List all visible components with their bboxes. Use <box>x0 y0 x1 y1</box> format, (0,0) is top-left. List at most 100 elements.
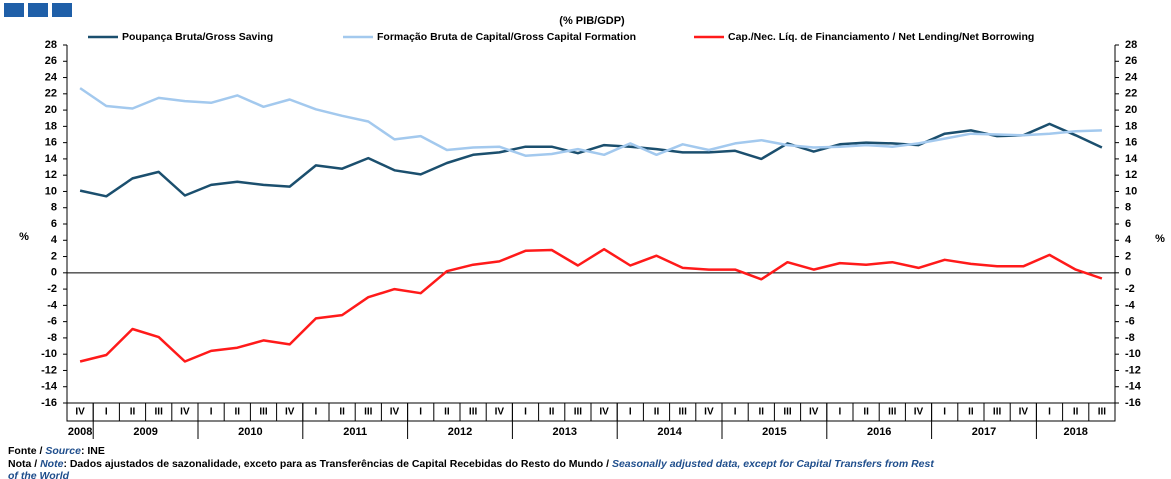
x-tick-label: III <box>783 407 792 418</box>
y-tick-label: -10 <box>41 348 57 360</box>
legend-label: Formação Bruta de Capital/Gross Capital … <box>377 31 636 43</box>
x-tick-label: I <box>105 407 108 418</box>
year-label: 2011 <box>343 426 367 438</box>
x-tick-label: I <box>524 407 527 418</box>
x-tick-label: III <box>888 407 897 418</box>
y2-tick-label: -2 <box>1125 283 1135 295</box>
y2-tick-label: 8 <box>1125 202 1131 214</box>
y2-tick-label: 20 <box>1125 104 1137 116</box>
series-line <box>79 87 1102 157</box>
x-tick-label: III <box>259 407 268 418</box>
year-label: 2009 <box>133 426 157 438</box>
y2-tick-label: 26 <box>1125 55 1137 67</box>
x-tick-label: III <box>679 407 688 418</box>
x-tick-label: IV <box>390 407 400 418</box>
x-tick-label: III <box>1098 407 1107 418</box>
series-line <box>79 122 1103 198</box>
x-tick-label: III <box>364 407 373 418</box>
y2-tick-label: 24 <box>1125 71 1138 83</box>
footer-note: Nota / Note: Dados ajustados de sazonali… <box>8 458 934 470</box>
year-label: 2008 <box>68 426 92 438</box>
x-tick-label: I <box>1048 407 1051 418</box>
y2-tick-label: 2 <box>1125 250 1131 262</box>
y-tick-label: -6 <box>47 316 57 328</box>
y-tick-label: 24 <box>45 71 58 83</box>
year-label: 2017 <box>972 426 996 438</box>
x-tick-label: IV <box>704 407 714 418</box>
note-pt: : Dados ajustados de sazonalidade, excet… <box>63 458 609 470</box>
year-label: 2014 <box>657 426 682 438</box>
x-tick-label: III <box>993 407 1002 418</box>
y-tick-label: 0 <box>51 267 57 279</box>
note-label: Nota / <box>8 458 37 470</box>
x-tick-label: I <box>315 407 318 418</box>
note-label-en: Note <box>40 458 63 470</box>
y2-tick-label: -6 <box>1125 316 1135 328</box>
source: : INE <box>81 445 105 457</box>
x-tick-label: II <box>654 407 660 418</box>
y-tick-label: 20 <box>45 104 57 116</box>
x-tick-label: IV <box>495 407 505 418</box>
year-label: 2016 <box>867 426 891 438</box>
y-tick-label: -8 <box>47 332 57 344</box>
x-tick-label: II <box>235 407 241 418</box>
y-tick-label: 2 <box>51 250 57 262</box>
y-tick-label: 6 <box>51 218 57 230</box>
x-tick-label: IV <box>1019 407 1029 418</box>
logo-block <box>28 3 48 17</box>
x-tick-label: III <box>155 407 164 418</box>
logo-block <box>4 3 24 17</box>
series-line <box>79 247 1103 363</box>
year-label: 2015 <box>762 426 786 438</box>
x-tick-label: II <box>968 407 974 418</box>
y2-tick-label: 22 <box>1125 88 1137 100</box>
y-tick-label: -4 <box>47 299 58 311</box>
x-tick-label: IV <box>180 407 190 418</box>
legend-label: Cap./Nec. Líq. de Financiamento / Net Le… <box>728 31 1034 43</box>
y2-tick-label: 28 <box>1125 39 1137 51</box>
y-tick-label: 8 <box>51 202 57 214</box>
x-tick-label: II <box>130 407 136 418</box>
y-tick-label: 14 <box>45 153 58 165</box>
x-tick-label: I <box>210 407 213 418</box>
y2-tick-label: 0 <box>1125 267 1131 279</box>
x-tick-label: I <box>943 407 946 418</box>
x-tick-label: II <box>339 407 345 418</box>
y2-tick-label: 4 <box>1125 234 1132 246</box>
x-tick-label: III <box>574 407 583 418</box>
source-label: Fonte / <box>8 445 42 457</box>
footer-source: Fonte / Source: INE <box>8 445 105 457</box>
footer-note-en: of the World <box>8 470 70 479</box>
y2-tick-label: -8 <box>1125 332 1135 344</box>
x-tick-label: II <box>444 407 450 418</box>
y2-tick-label: -14 <box>1125 381 1142 393</box>
x-tick-label: III <box>469 407 478 418</box>
y-tick-label: 4 <box>51 234 58 246</box>
y-tick-label: -16 <box>41 397 57 409</box>
y2-tick-label: -4 <box>1125 299 1136 311</box>
y-tick-label: -12 <box>41 364 57 376</box>
y-tick-label: 16 <box>45 137 57 149</box>
x-tick-label: II <box>1073 407 1079 418</box>
x-tick-label: IV <box>809 407 819 418</box>
x-tick-label: II <box>863 407 869 418</box>
y2-axis-label: % <box>1155 233 1165 245</box>
chart-title: (% PIB/GDP) <box>559 15 625 27</box>
y-tick-label: 22 <box>45 88 57 100</box>
y-tick-label: 28 <box>45 39 57 51</box>
y-axis-label: % <box>19 231 29 243</box>
x-tick-label: I <box>734 407 737 418</box>
x-tick-label: I <box>839 407 842 418</box>
x-tick-label: I <box>419 407 422 418</box>
x-tick-label: II <box>549 407 555 418</box>
y2-tick-label: -16 <box>1125 397 1141 409</box>
y2-tick-label: -10 <box>1125 348 1141 360</box>
logo-block <box>52 3 72 17</box>
y2-tick-label: 16 <box>1125 137 1137 149</box>
x-tick-label: IV <box>914 407 924 418</box>
x-tick-label: II <box>759 407 765 418</box>
year-label: 2018 <box>1063 426 1087 438</box>
y-tick-label: 10 <box>45 185 57 197</box>
y-tick-label: 18 <box>45 120 57 132</box>
